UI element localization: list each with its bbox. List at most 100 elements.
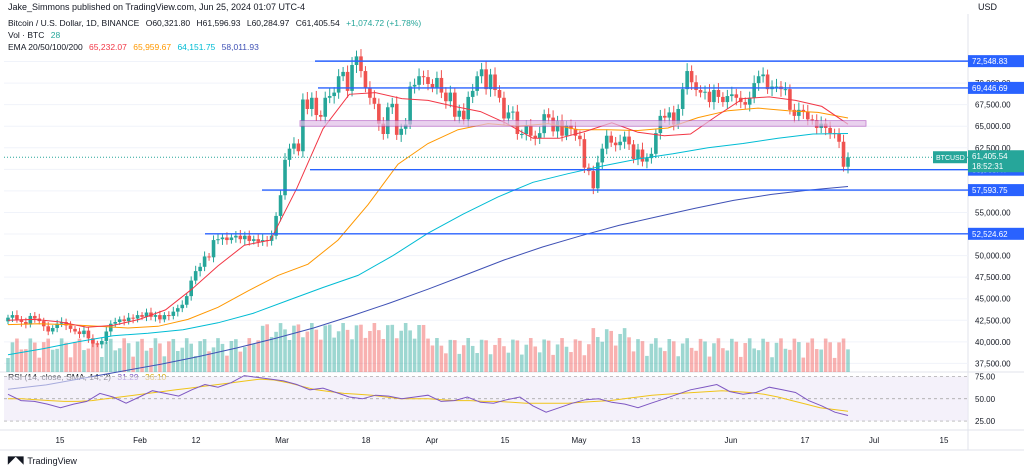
rsi-level-label: 50.00 bbox=[975, 395, 996, 404]
volume-bar bbox=[846, 349, 850, 372]
candle-body bbox=[189, 280, 193, 297]
candle-body bbox=[167, 315, 171, 317]
candle-body bbox=[220, 237, 225, 240]
candle-body bbox=[792, 109, 797, 116]
candle-body bbox=[676, 108, 681, 125]
volume-bar bbox=[752, 348, 756, 372]
x-tick-label: 15 bbox=[501, 436, 510, 445]
volume-bar bbox=[238, 351, 243, 372]
volume-bar bbox=[50, 349, 55, 372]
candle-body bbox=[734, 94, 739, 98]
volume-bar bbox=[524, 344, 529, 372]
candle-body bbox=[336, 76, 341, 93]
volume-bar bbox=[274, 331, 278, 372]
volume-bar bbox=[149, 347, 153, 372]
last-price-label: 61,405.54 bbox=[972, 152, 1008, 161]
candle-body bbox=[640, 149, 645, 162]
volume-bar bbox=[283, 329, 287, 372]
volume-bar bbox=[269, 336, 274, 372]
candle-body bbox=[613, 142, 618, 146]
candle-body bbox=[752, 83, 756, 98]
volume-bar bbox=[305, 331, 310, 372]
candle-body bbox=[627, 136, 631, 145]
candle-body bbox=[162, 315, 167, 320]
volume-bar bbox=[403, 323, 408, 372]
candle-body bbox=[430, 83, 435, 88]
candle-body bbox=[828, 127, 832, 134]
candle-body bbox=[180, 304, 185, 309]
symbol-tag: BTCUSD bbox=[936, 155, 965, 162]
volume-bar bbox=[216, 338, 220, 372]
candle-body bbox=[310, 97, 314, 109]
candle-body bbox=[493, 74, 497, 91]
volume-bar bbox=[28, 338, 33, 372]
ema-label[interactable]: EMA 20/50/100/200 bbox=[8, 42, 83, 52]
candle-body bbox=[408, 86, 412, 125]
volume-bar bbox=[354, 325, 359, 372]
candle-body bbox=[6, 317, 10, 322]
publisher-text: Jake_Simmons published on TradingView.co… bbox=[8, 2, 306, 12]
candle-body bbox=[506, 112, 511, 119]
symbol-name[interactable]: Bitcoin / U.S. Dollar, 1D, BINANCE bbox=[8, 18, 140, 28]
volume-bar bbox=[108, 338, 113, 372]
x-tick-label: Jul bbox=[869, 436, 879, 445]
volume-bar bbox=[24, 349, 28, 372]
level-label-bg bbox=[968, 55, 1024, 68]
candle-body bbox=[323, 97, 328, 117]
volume-bar bbox=[747, 338, 752, 372]
candle-body bbox=[573, 128, 578, 136]
volume-bar bbox=[788, 349, 792, 372]
level-label: 57,593.75 bbox=[972, 186, 1008, 195]
candle-body bbox=[721, 96, 725, 103]
volume-bar bbox=[721, 348, 725, 372]
x-tick-label: 18 bbox=[362, 436, 371, 445]
candle-body bbox=[484, 69, 488, 90]
candle-body bbox=[198, 266, 202, 272]
volume-bar bbox=[640, 341, 645, 372]
level-label-bg bbox=[968, 184, 1024, 197]
volume-bar bbox=[350, 339, 354, 372]
vol-label[interactable]: Vol · BTC bbox=[8, 30, 45, 40]
y-tick-label: 42,500.00 bbox=[975, 316, 1011, 325]
candle-body bbox=[470, 90, 475, 97]
volume-bar bbox=[77, 338, 82, 372]
candle-body bbox=[528, 126, 533, 136]
currency-label: USD bbox=[978, 2, 998, 12]
candle-body bbox=[502, 97, 506, 119]
volume-bar bbox=[296, 324, 301, 372]
volume-bar bbox=[680, 343, 685, 372]
volume-bar bbox=[368, 331, 372, 372]
tradingview-logo-icon: ◤◥ bbox=[8, 455, 24, 466]
candle-body bbox=[663, 115, 667, 118]
candle-body bbox=[435, 77, 439, 88]
candle-body bbox=[10, 315, 15, 318]
x-tick-label: 15 bbox=[940, 436, 949, 445]
volume-bar bbox=[671, 341, 676, 372]
candle-body bbox=[314, 97, 319, 116]
volume-bar bbox=[783, 348, 788, 372]
volume-bar bbox=[412, 338, 417, 372]
candle-body bbox=[243, 235, 247, 240]
volume-bar bbox=[292, 325, 296, 372]
x-tick-label: Jun bbox=[725, 436, 738, 445]
volume-bar bbox=[336, 331, 341, 372]
volume-bar bbox=[439, 345, 444, 372]
ema20-line bbox=[7, 92, 849, 328]
y-tick-label: 37,500.00 bbox=[975, 359, 1011, 368]
candle-body bbox=[225, 237, 229, 241]
candle-body bbox=[578, 135, 582, 140]
volume-bar bbox=[461, 345, 466, 372]
candle-body bbox=[671, 112, 676, 125]
candle-body bbox=[417, 76, 421, 85]
candle-body bbox=[359, 56, 363, 72]
y-tick-label: 40,000.00 bbox=[975, 338, 1011, 347]
candle-body bbox=[765, 74, 770, 90]
volume-bar bbox=[260, 325, 265, 372]
candle-body bbox=[475, 76, 479, 91]
level-label: 69,446.69 bbox=[972, 84, 1008, 93]
candle-body bbox=[108, 323, 113, 332]
volume-bar bbox=[135, 341, 140, 372]
candle-body bbox=[497, 90, 502, 98]
candle-body bbox=[260, 240, 265, 242]
